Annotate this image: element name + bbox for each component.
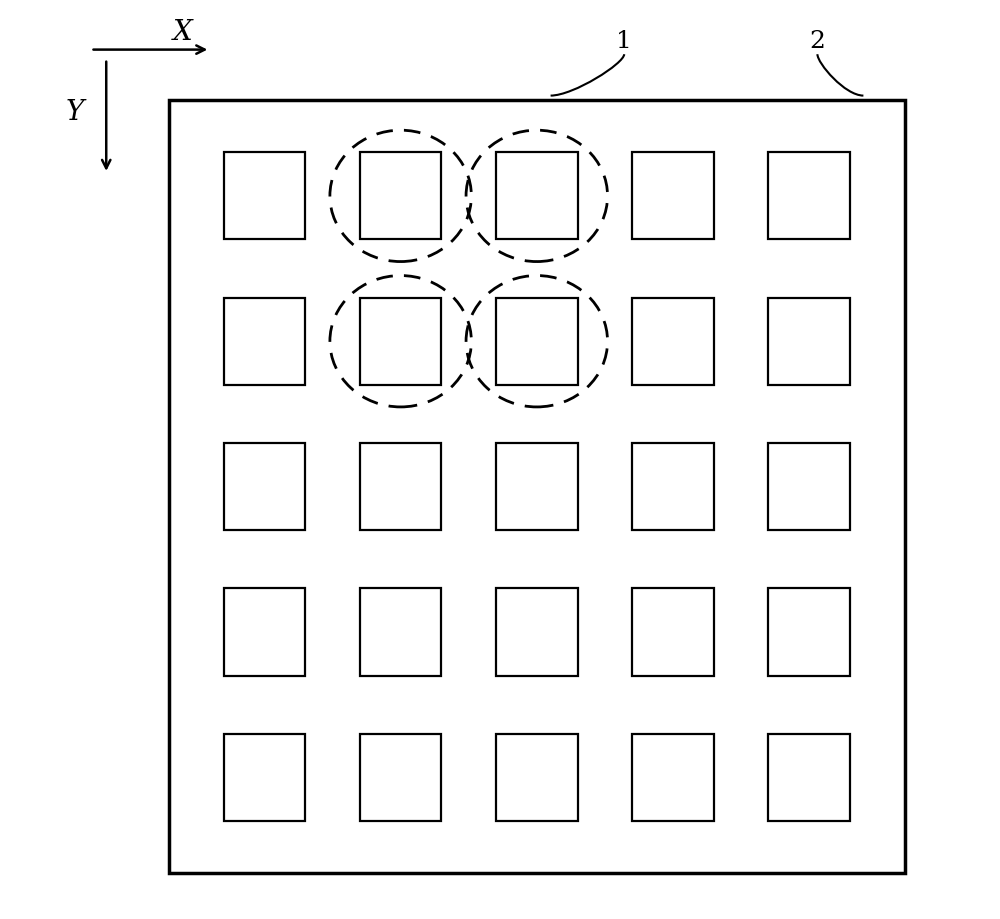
Bar [496,299,578,385]
Bar [768,153,850,240]
Bar [224,734,305,821]
Bar [169,101,905,873]
Bar [224,444,305,530]
Bar [768,444,850,530]
Bar [360,734,441,821]
Bar [632,299,714,385]
Bar [632,444,714,530]
Bar [360,444,441,530]
Bar [768,734,850,821]
Bar [224,153,305,240]
Bar [224,589,305,675]
Bar [632,734,714,821]
Bar [632,153,714,240]
Bar [360,589,441,675]
Bar [224,299,305,385]
Bar [360,153,441,240]
Bar [768,589,850,675]
Bar [496,444,578,530]
Bar [768,299,850,385]
Text: Y: Y [66,98,84,126]
Bar [496,589,578,675]
Bar [360,299,441,385]
Bar [496,153,578,240]
Text: 2: 2 [809,29,825,52]
Text: X: X [173,18,192,46]
Bar [632,589,714,675]
Text: 1: 1 [616,29,632,52]
Bar [496,734,578,821]
